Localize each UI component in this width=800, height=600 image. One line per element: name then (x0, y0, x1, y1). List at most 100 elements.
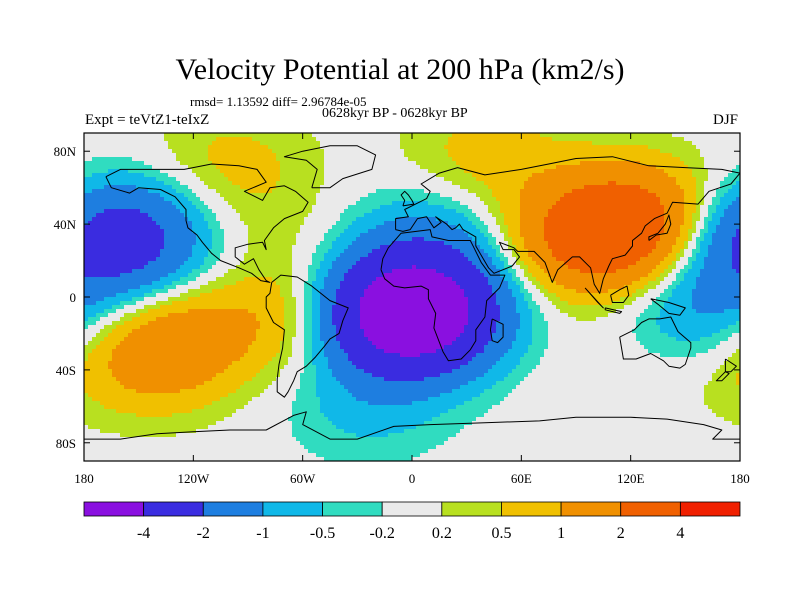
field-cell (264, 137, 269, 142)
field-cell (280, 157, 285, 162)
field-cell (628, 245, 633, 250)
field-cell (568, 197, 573, 202)
field-cell (396, 245, 401, 250)
field-cell (488, 201, 493, 206)
field-cell (604, 201, 609, 206)
field-cell (724, 221, 729, 226)
field-cell (284, 217, 289, 222)
field-cell (512, 229, 517, 234)
field-cell (328, 153, 333, 158)
field-cell (96, 221, 101, 226)
field-cell (308, 165, 313, 170)
field-cell (552, 145, 557, 150)
field-cell (216, 253, 221, 258)
field-cell (736, 225, 740, 230)
field-cell (128, 253, 133, 258)
field-cell (276, 157, 281, 162)
field-cell (284, 169, 289, 174)
field-cell (548, 137, 553, 142)
field-cell (448, 137, 453, 142)
field-cell (232, 189, 237, 194)
field-cell (416, 205, 421, 210)
field-cell (112, 173, 117, 178)
field-cell (512, 221, 517, 226)
field-cell (604, 181, 609, 186)
field-cell (608, 221, 613, 226)
field-cell (312, 233, 317, 238)
field-cell (336, 245, 341, 250)
field-cell (104, 237, 109, 242)
field-cell (624, 197, 629, 202)
field-cell (432, 173, 437, 178)
field-cell (128, 249, 133, 254)
field-cell (428, 221, 433, 226)
field-cell (260, 237, 265, 242)
field-cell (324, 153, 329, 158)
field-cell (332, 137, 337, 142)
field-cell (128, 169, 133, 174)
field-cell (692, 185, 697, 190)
field-cell (556, 149, 561, 154)
field-cell (500, 181, 505, 186)
field-cell (248, 165, 253, 170)
field-cell (348, 237, 353, 242)
field-cell (668, 177, 673, 182)
field-cell (660, 165, 665, 170)
field-cell (268, 169, 273, 174)
field-cell (564, 133, 569, 138)
field-cell (132, 145, 137, 150)
field-cell (328, 249, 333, 254)
field-cell (368, 229, 373, 234)
field-cell (404, 161, 409, 166)
field-cell (256, 249, 261, 254)
field-cell (716, 165, 721, 170)
field-cell (632, 165, 637, 170)
field-cell (164, 141, 169, 146)
field-cell (344, 145, 349, 150)
field-cell (560, 229, 565, 234)
field-cell (524, 233, 529, 238)
field-cell (364, 161, 369, 166)
field-cell (180, 181, 185, 186)
field-cell (720, 201, 725, 206)
field-cell (308, 253, 313, 258)
field-cell (92, 185, 97, 190)
field-cell (600, 217, 605, 222)
field-cell (240, 193, 245, 198)
field-cell (500, 185, 505, 190)
field-cell (208, 161, 213, 166)
field-cell (700, 189, 705, 194)
field-cell (276, 249, 281, 254)
field-cell (200, 233, 205, 238)
field-cell (420, 169, 425, 174)
field-cell (144, 137, 149, 142)
field-cell (368, 241, 373, 246)
field-cell (344, 177, 349, 182)
field-cell (128, 137, 133, 142)
field-cell (324, 141, 329, 146)
field-cell (348, 253, 353, 258)
field-cell (456, 185, 461, 190)
field-cell (164, 157, 169, 162)
field-cell (568, 133, 573, 138)
field-cell (248, 193, 253, 198)
field-cell (88, 181, 93, 186)
field-cell (344, 133, 349, 138)
field-cell (136, 193, 141, 198)
field-cell (328, 201, 333, 206)
field-cell (696, 249, 701, 254)
field-cell (580, 233, 585, 238)
field-cell (404, 213, 409, 218)
field-cell (540, 233, 545, 238)
field-cell (240, 225, 245, 230)
field-cell (108, 153, 113, 158)
field-cell (568, 165, 573, 170)
field-cell (200, 161, 205, 166)
field-cell (476, 189, 481, 194)
field-cell (680, 221, 685, 226)
field-cell (240, 173, 245, 178)
field-cell (368, 133, 373, 138)
field-cell (732, 221, 737, 226)
field-cell (244, 205, 249, 210)
field-cell (356, 217, 361, 222)
